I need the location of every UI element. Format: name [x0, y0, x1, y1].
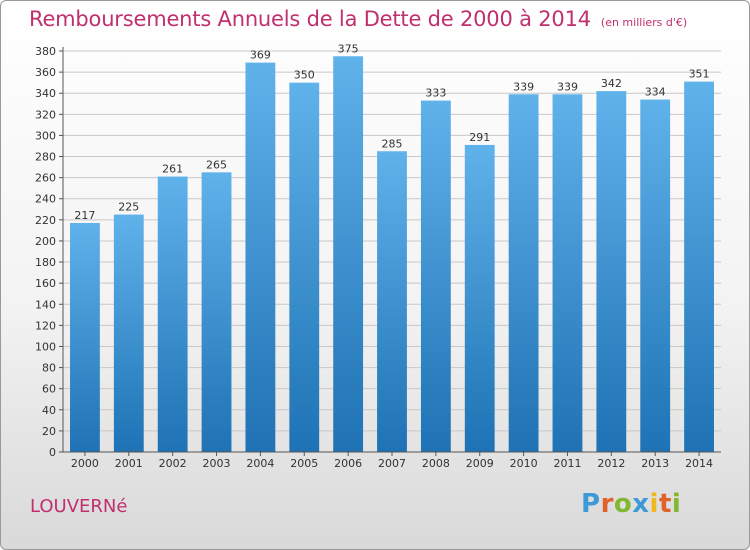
y-tick-label: 140	[35, 298, 56, 311]
data-label: 375	[338, 42, 359, 55]
x-tick-label: 2004	[246, 457, 274, 470]
y-tick-label: 300	[35, 129, 56, 142]
bar	[552, 94, 583, 452]
axes	[59, 47, 721, 456]
data-label: 334	[645, 86, 666, 99]
data-label: 351	[689, 68, 710, 81]
chart-subtitle: (en milliers d'€)	[600, 16, 688, 29]
labels: 0 20 40 60 80 100 120 140 160 180 200 220 240 260 280 3…	[35, 42, 713, 470]
bar	[113, 214, 144, 452]
y-tick-label: 120	[35, 319, 56, 332]
x-tick-label: 2014	[685, 457, 713, 470]
logo-letter: i	[671, 489, 682, 519]
data-label: 350	[294, 69, 315, 82]
y-tick-label: 320	[35, 108, 56, 121]
bar	[377, 151, 407, 452]
data-label: 342	[601, 77, 622, 90]
bar	[70, 223, 100, 452]
y-tick-label: 100	[35, 340, 56, 353]
bar	[640, 99, 671, 452]
data-label: 225	[118, 201, 139, 214]
x-tick-label: 2012	[597, 457, 625, 470]
y-tick-label: 0	[49, 446, 56, 459]
y-tick-label: 240	[35, 193, 56, 206]
x-tick-label: 2002	[159, 457, 187, 470]
bar	[201, 172, 232, 452]
bar	[157, 176, 188, 453]
y-tick-label: 60	[42, 383, 56, 396]
logo-letter: i	[649, 489, 659, 519]
bar	[596, 91, 627, 452]
y-tick-label: 280	[35, 151, 56, 164]
y-tick-label: 260	[35, 172, 56, 185]
logo-letter: o	[613, 489, 633, 519]
bar	[508, 94, 539, 452]
data-label: 261	[162, 163, 183, 176]
x-tick-label: 2003	[203, 457, 231, 470]
y-tick-label: 340	[35, 87, 56, 100]
x-tick-label: 2001	[115, 457, 143, 470]
data-label: 369	[250, 49, 271, 62]
y-tick-label: 80	[42, 362, 56, 375]
data-label: 265	[206, 158, 227, 171]
y-tick-label: 20	[42, 425, 56, 438]
bar	[289, 82, 320, 452]
y-tick-label: 180	[35, 256, 56, 269]
y-tick-label: 40	[42, 404, 56, 417]
chart-title-block: Remboursements Annuels de la Dette de 20…	[29, 7, 687, 31]
logo-letter: r	[600, 489, 614, 519]
y-tick-label: 200	[35, 235, 56, 248]
x-tick-label: 2010	[510, 457, 538, 470]
bar	[684, 81, 714, 452]
bar	[464, 144, 495, 452]
data-label: 291	[469, 131, 490, 144]
data-label: 217	[74, 209, 95, 222]
x-tick-label: 2011	[553, 457, 581, 470]
data-label: 339	[557, 80, 578, 93]
x-tick-label: 2007	[378, 457, 406, 470]
x-tick-label: 2008	[422, 457, 450, 470]
x-tick-label: 2013	[641, 457, 669, 470]
chart-title: Remboursements Annuels de la Dette de 20…	[29, 7, 591, 31]
y-tick-label: 380	[35, 45, 56, 58]
place-name: LOUVERNé	[30, 496, 128, 517]
y-tick-label: 220	[35, 214, 56, 227]
x-tick-label: 2000	[71, 457, 99, 470]
proxiti-logo: Proxiti	[581, 489, 681, 519]
x-tick-label: 2006	[334, 457, 362, 470]
logo-letter: t	[658, 489, 672, 519]
data-label: 285	[382, 137, 403, 150]
x-tick-label: 2009	[466, 457, 494, 470]
y-tick-label: 360	[35, 66, 56, 79]
bar	[245, 62, 276, 452]
x-tick-label: 2005	[290, 457, 318, 470]
bar	[420, 100, 451, 453]
bars	[70, 56, 714, 453]
data-label: 339	[513, 80, 534, 93]
data-label: 333	[425, 87, 446, 100]
logo-letter: P	[581, 489, 601, 519]
bar	[333, 56, 364, 453]
y-tick-label: 160	[35, 277, 56, 290]
logo-letter: x	[632, 489, 650, 519]
